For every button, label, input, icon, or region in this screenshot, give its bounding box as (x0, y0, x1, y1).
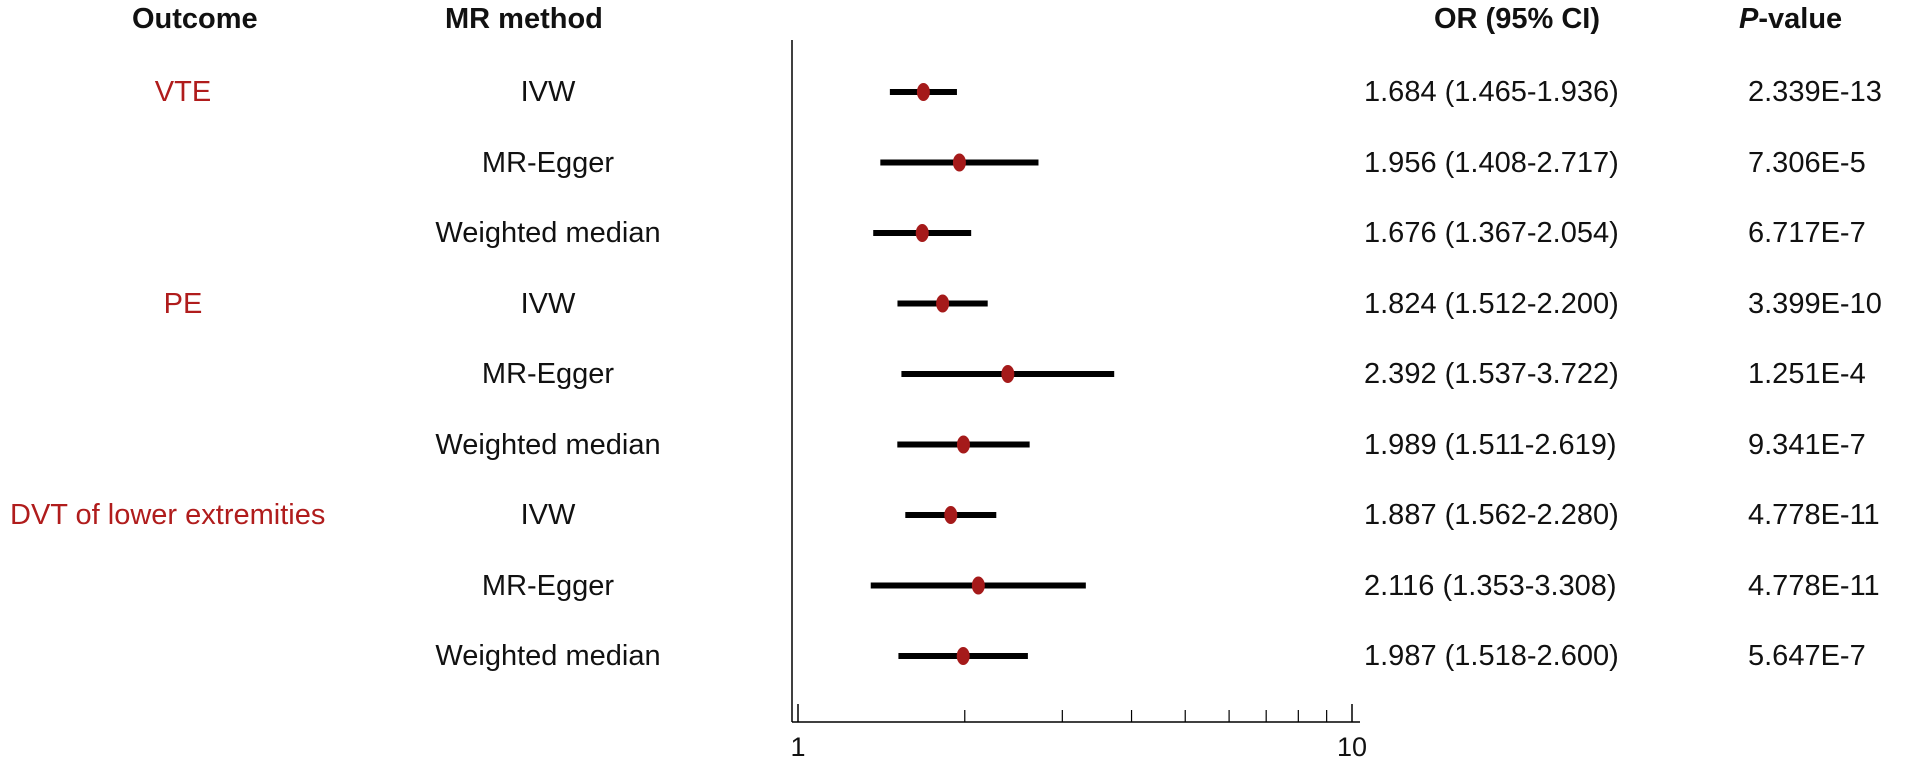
point-estimate (971, 576, 985, 595)
method-label: IVW (520, 76, 576, 108)
p-value: 1.251E-4 (1748, 358, 1866, 390)
or-ci-value: 1.989 (1.511-2.619) (1364, 428, 1617, 461)
point-estimate (1001, 365, 1015, 383)
method-label: Weighted median (435, 217, 661, 249)
header-or-ci: OR (95% CI) (1434, 3, 1600, 35)
or-ci-value: 1.676 (1.367-2.054) (1364, 217, 1619, 249)
or-ci-value: 2.392 (1.537-3.722) (1364, 358, 1619, 390)
x-tick-label: 10 (1337, 732, 1367, 762)
p-value: 5.647E-7 (1748, 640, 1866, 672)
p-value: 2.339E-13 (1748, 76, 1882, 108)
outcome-label: VTE (154, 76, 212, 108)
or-ci-value: 1.987 (1.518-2.600) (1364, 640, 1619, 672)
method-label: MR-Egger (481, 146, 615, 179)
method-label: MR-Egger (481, 358, 615, 390)
outcome-label: PE (163, 287, 203, 320)
point-estimate (915, 224, 929, 242)
point-estimate (916, 83, 930, 101)
p-value: 7.306E-5 (1748, 146, 1866, 179)
header-p-letter: P (1739, 3, 1759, 35)
header-outcome: Outcome (132, 3, 258, 35)
method-label: Weighted median (435, 640, 661, 672)
header-method: MR method (445, 3, 603, 35)
or-ci-value: 1.956 (1.408-2.717) (1364, 146, 1619, 179)
p-value: 9.341E-7 (1748, 428, 1866, 461)
x-tick-label: 1 (790, 732, 805, 762)
point-estimate (956, 647, 970, 665)
header-p-suffix: -value (1758, 3, 1843, 35)
or-ci-value: 1.887 (1.562-2.280) (1364, 499, 1619, 531)
p-value: 6.717E-7 (1748, 217, 1866, 249)
or-ci-value: 2.116 (1.353-3.308) (1364, 569, 1617, 602)
or-ci-value: 1.684 (1.465-1.936) (1364, 76, 1619, 108)
outcome-label: DVT of lower extremities (10, 499, 326, 531)
method-label: IVW (520, 287, 576, 320)
method-label: IVW (520, 499, 576, 531)
method-label: Weighted median (435, 428, 661, 461)
or-ci-value: 1.824 (1.512-2.200) (1364, 287, 1619, 320)
p-value: 4.778E-11 (1748, 499, 1880, 531)
point-estimate (944, 506, 958, 524)
p-value: 3.399E-10 (1748, 287, 1882, 320)
point-estimate (956, 435, 970, 454)
point-estimate (936, 294, 950, 313)
header-p-value: P-value (1739, 2, 1842, 36)
point-estimate (952, 153, 966, 172)
method-label: MR-Egger (481, 569, 615, 602)
p-value: 4.778E-11 (1748, 569, 1880, 602)
